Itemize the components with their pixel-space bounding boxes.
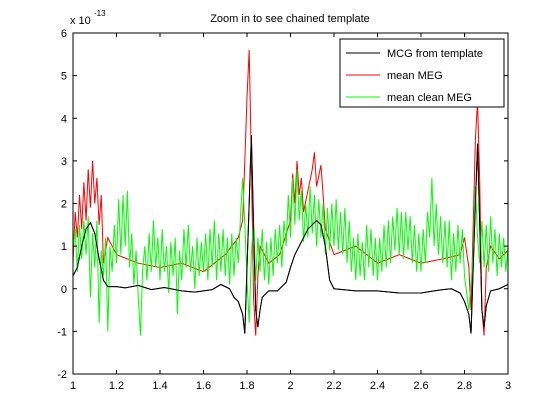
x-tick-label: 1	[70, 380, 76, 392]
legend-entry: mean clean MEG	[387, 92, 472, 104]
y-tick-label: 0	[61, 284, 67, 296]
y-tick-label: 2	[61, 199, 67, 211]
x-tick-label: 2.2	[326, 380, 341, 392]
legend-entry: mean MEG	[387, 70, 443, 82]
x-tick-label: 2.8	[457, 380, 472, 392]
y-tick-label: 3	[61, 156, 67, 168]
legend: MCG from template mean MEG mean clean MEG	[339, 38, 505, 108]
x-tick-label: 1.6	[196, 380, 211, 392]
series-line-mean-clean-meg	[73, 169, 508, 336]
plot-area	[73, 50, 508, 336]
x-tick-label: 1.8	[239, 380, 254, 392]
y-tick-label: 4	[61, 113, 67, 125]
y-tick-label: 6	[61, 28, 67, 40]
legend-entry: MCG from template	[387, 48, 483, 60]
x-tick-label: 2	[287, 380, 293, 392]
y-tick-label: 5	[61, 71, 67, 83]
x-tick-label: 2.4	[370, 380, 385, 392]
y-exponent-label: x 10 -13	[70, 9, 106, 27]
y-tick-label: -2	[57, 369, 67, 381]
legend-box	[339, 38, 505, 108]
x-tick-label: 1.2	[109, 380, 124, 392]
y-exponent-base: x 10	[70, 15, 91, 27]
y-exponent-power: -13	[94, 9, 106, 18]
axes: 1 1.2 1.4 1.6 1.8 2 2.2 2.4 2.6 2.8 3 -2 -1 0 1 2 3 4 5 6	[57, 28, 511, 392]
x-tick-label: 3	[505, 380, 511, 392]
y-tick-label: 1	[61, 241, 67, 253]
chart-title: Zoom in to see chained template	[210, 13, 370, 25]
series-line-overlay	[73, 135, 508, 334]
x-tick-label: 1.4	[152, 380, 167, 392]
y-tick-label: -1	[57, 326, 67, 338]
x-tick-label: 2.6	[413, 380, 428, 392]
